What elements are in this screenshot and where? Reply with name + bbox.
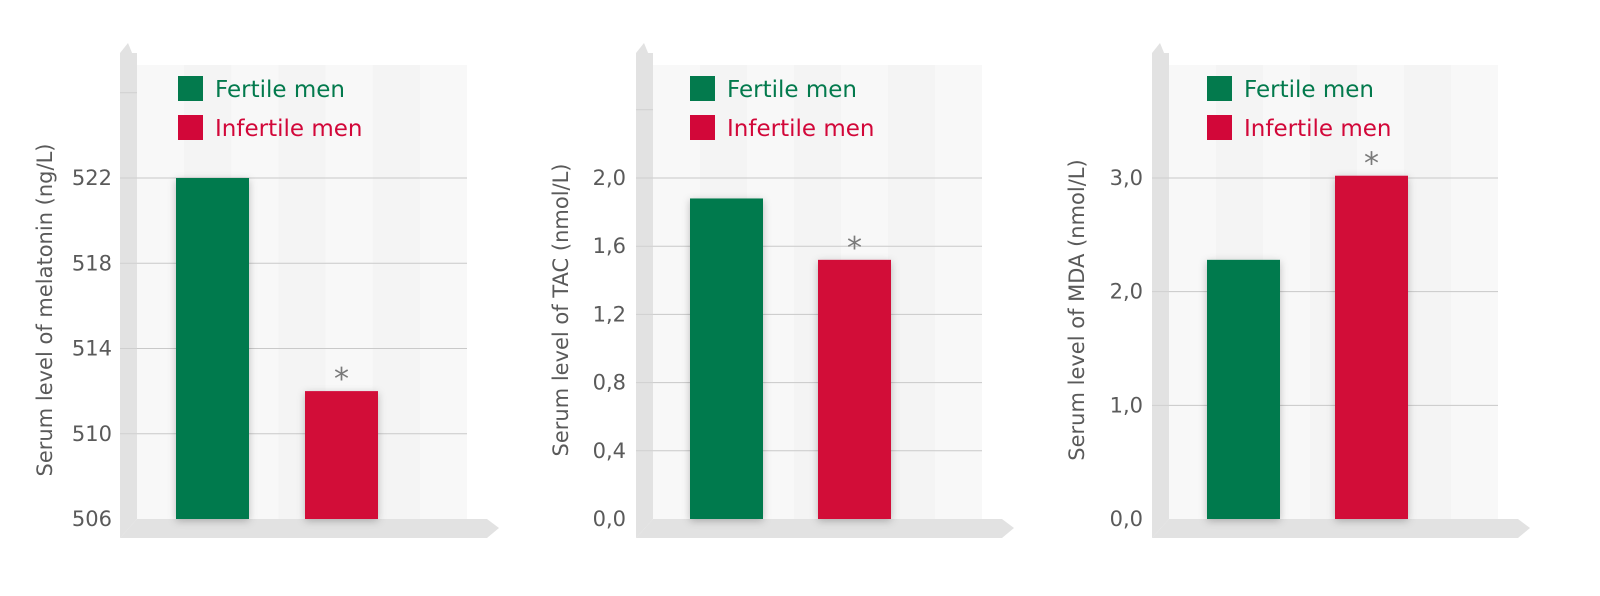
legend-swatch-fertile: [1207, 76, 1232, 101]
legend-swatch-infertile: [1207, 115, 1232, 140]
y-axis-label: Serum level of MDA (nmol/L): [1065, 159, 1089, 460]
legend-label-fertile: Fertile men: [1244, 77, 1374, 103]
y-tick-label: 0,4: [593, 439, 626, 463]
y-tick-label: 514: [72, 337, 112, 361]
x-axis-floor: [636, 519, 1014, 538]
y-axis-wall: [1152, 53, 1169, 538]
y-tick-label: 518: [72, 251, 112, 275]
x-axis-floor: [120, 519, 499, 538]
y-axis-wall: [120, 53, 137, 538]
y-tick-label: 522: [72, 166, 112, 190]
y-axis-cap: [120, 43, 137, 65]
chart-panel-2: 0,0 0,4 0,8 1,2 1,6 2,0 Serum level of TAC (nm…: [549, 43, 1014, 538]
y-axis-wall: [636, 53, 653, 538]
y-tick-label: 0,0: [593, 507, 626, 531]
significance-marker: *: [334, 362, 349, 397]
legend-swatch-fertile: [178, 76, 203, 101]
y-tick-label: 2,0: [593, 166, 626, 190]
y-axis-cap: [1152, 43, 1169, 65]
bar-infertile: [305, 391, 378, 519]
y-tick-label: 510: [72, 422, 112, 446]
chart-panel-3: 0,0 1,0 2,0 3,0 Serum level of MDA (nmol/L) *…: [1065, 43, 1530, 538]
x-axis-floor: [1152, 519, 1530, 538]
y-tick-label: 1,0: [1110, 393, 1143, 417]
y-tick-label: 3,0: [1110, 166, 1143, 190]
y-tick-label: 506: [72, 507, 112, 531]
y-tick-label: 0,8: [593, 371, 626, 395]
plot-stripe: [935, 65, 982, 519]
legend-swatch-infertile: [690, 115, 715, 140]
y-tick-label: 1,6: [593, 234, 626, 258]
plot-stripe: [419, 65, 467, 519]
legend-label-infertile: Infertile men: [215, 116, 362, 142]
legend-label-fertile: Fertile men: [727, 77, 857, 103]
legend-label-infertile: Infertile men: [727, 116, 874, 142]
chart-panel-1: 506 510 514 518 522 Serum level of melatonin …: [33, 43, 499, 538]
bar-infertile: [818, 259, 891, 519]
bar-fertile: [1207, 259, 1280, 519]
y-axis-label: Serum level of melatonin (ng/L): [33, 144, 57, 477]
y-axis-label: Serum level of TAC (nmol/L): [549, 164, 573, 457]
bar-infertile: [1335, 175, 1408, 519]
significance-marker: *: [1364, 147, 1379, 182]
bar-fertile: [690, 198, 763, 519]
y-axis-cap: [636, 43, 653, 65]
significance-marker: *: [847, 231, 862, 266]
legend-label-infertile: Infertile men: [1244, 116, 1391, 142]
legend-label-fertile: Fertile men: [215, 77, 345, 103]
bar-fertile: [176, 178, 249, 519]
y-tick-label: 0,0: [1110, 507, 1143, 531]
legend-swatch-infertile: [178, 115, 203, 140]
y-tick-label: 2,0: [1110, 280, 1143, 304]
y-tick-label: 1,2: [593, 302, 626, 326]
legend-swatch-fertile: [690, 76, 715, 101]
